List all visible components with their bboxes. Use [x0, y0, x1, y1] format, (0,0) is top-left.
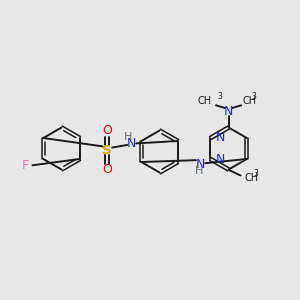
Text: H: H: [124, 132, 132, 142]
Text: N: N: [216, 153, 225, 167]
Text: CH: CH: [242, 96, 256, 106]
Text: F: F: [21, 159, 28, 172]
Text: CH: CH: [198, 96, 212, 106]
Text: S: S: [102, 143, 112, 157]
Text: 3: 3: [252, 92, 256, 101]
Text: N: N: [127, 137, 136, 150]
Text: 3: 3: [217, 92, 222, 101]
Text: H: H: [194, 166, 203, 176]
Text: N: N: [224, 105, 233, 119]
Text: N: N: [216, 130, 225, 144]
Text: CH: CH: [244, 173, 259, 183]
Text: O: O: [102, 124, 112, 137]
Text: O: O: [102, 163, 112, 176]
Text: 3: 3: [254, 169, 258, 178]
Text: N: N: [195, 158, 205, 171]
